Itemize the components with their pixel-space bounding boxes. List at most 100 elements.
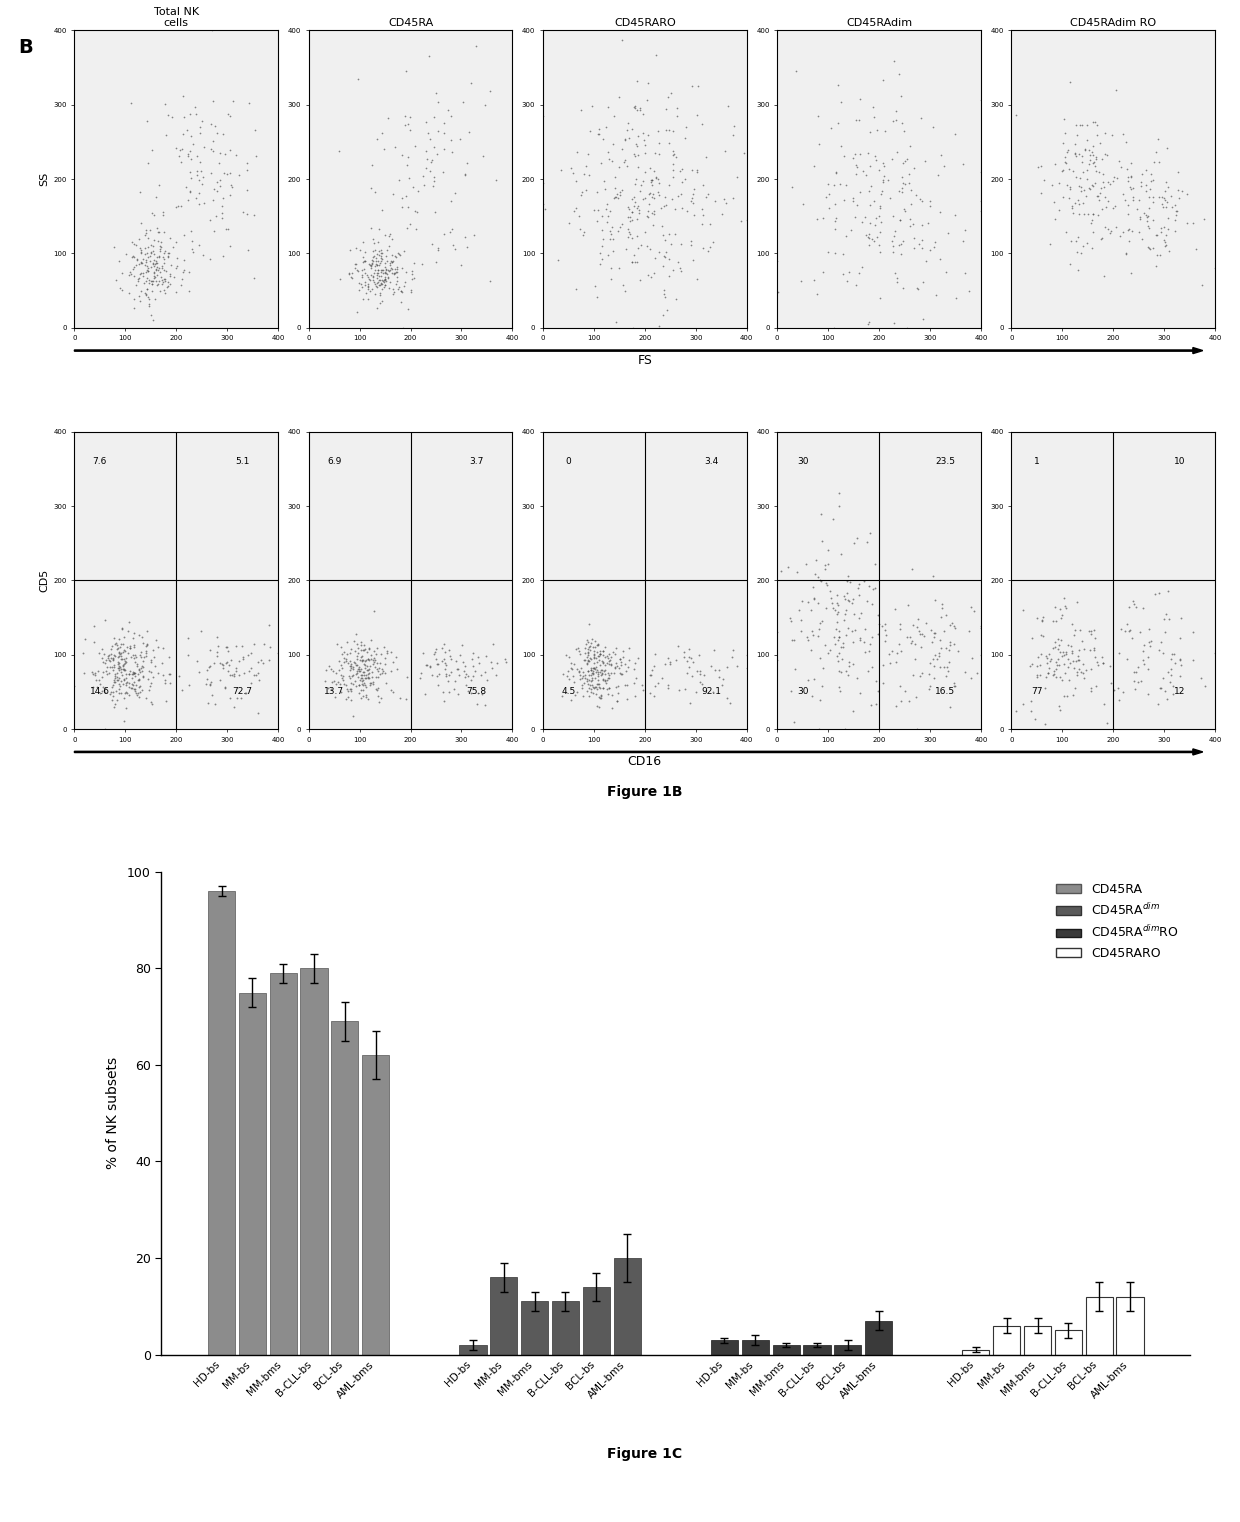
Point <box>434 647 454 671</box>
Point <box>190 116 210 140</box>
Point <box>425 641 445 665</box>
Point <box>495 647 515 671</box>
Point <box>471 664 491 688</box>
Point <box>124 635 144 659</box>
Point <box>153 636 172 661</box>
Text: 12: 12 <box>1174 688 1185 697</box>
Point <box>1099 189 1118 213</box>
Point <box>216 142 236 166</box>
Point <box>600 219 620 244</box>
Point <box>732 209 751 233</box>
Point <box>128 247 148 271</box>
Point <box>916 250 936 274</box>
Point <box>345 651 365 676</box>
Point <box>1133 647 1153 671</box>
Point <box>1092 196 1112 221</box>
Point <box>108 651 128 676</box>
Point <box>577 679 596 703</box>
Point <box>1135 201 1154 225</box>
Point <box>1156 195 1176 219</box>
Point <box>248 661 268 685</box>
Point <box>822 591 842 615</box>
Point <box>423 174 443 198</box>
Y-axis label: % of NK subsets: % of NK subsets <box>105 1058 120 1169</box>
Point <box>177 642 197 667</box>
Point <box>1078 231 1097 256</box>
Point <box>615 237 635 262</box>
Point <box>671 183 691 207</box>
Point <box>861 693 880 717</box>
Point <box>663 119 683 143</box>
Point <box>367 263 387 288</box>
Point <box>188 192 208 216</box>
Point <box>391 289 410 314</box>
Point <box>717 686 737 711</box>
Point <box>959 279 978 303</box>
Point <box>693 202 713 227</box>
Point <box>1123 661 1143 685</box>
Point <box>461 668 481 693</box>
Point <box>905 632 925 656</box>
Point <box>1140 216 1159 240</box>
Point <box>392 279 412 303</box>
Point <box>572 676 591 700</box>
Point <box>558 664 578 688</box>
Point <box>192 164 212 189</box>
Point <box>873 170 893 195</box>
Point <box>971 616 991 641</box>
Point <box>404 265 424 289</box>
Point <box>593 676 613 700</box>
Point <box>590 642 610 667</box>
Point <box>171 151 191 175</box>
Point <box>578 667 598 691</box>
Point <box>1066 164 1086 189</box>
Point <box>1133 595 1153 619</box>
Point <box>383 282 403 306</box>
Point <box>336 686 356 711</box>
Point <box>553 662 573 686</box>
Point <box>1143 209 1163 233</box>
Point <box>104 626 124 650</box>
Point <box>379 275 399 300</box>
Point <box>130 289 150 314</box>
Point <box>818 239 838 263</box>
Point <box>1127 654 1147 679</box>
Point <box>353 250 373 274</box>
Point <box>134 648 154 673</box>
Point <box>609 256 629 280</box>
Point <box>859 180 879 204</box>
Point <box>1076 658 1096 682</box>
Point <box>873 151 893 175</box>
Point <box>1194 207 1214 231</box>
Point <box>139 151 159 175</box>
Point <box>1143 236 1163 260</box>
Point <box>145 653 165 677</box>
Point <box>603 149 622 174</box>
Point <box>884 310 904 335</box>
Point <box>662 164 682 189</box>
Point <box>812 609 832 633</box>
Point <box>155 668 175 693</box>
Point <box>341 656 361 680</box>
Point <box>371 259 391 283</box>
Point <box>124 677 144 702</box>
Point <box>339 651 358 676</box>
Point <box>149 245 169 269</box>
Point <box>144 645 164 670</box>
Point <box>923 630 942 654</box>
Point <box>403 175 423 199</box>
Point <box>693 174 713 198</box>
Point <box>832 647 852 671</box>
Point <box>1109 688 1128 712</box>
Point <box>1084 143 1104 167</box>
Point <box>815 633 835 658</box>
Point <box>624 142 644 166</box>
Point <box>144 254 164 279</box>
Point <box>1158 578 1178 603</box>
Point <box>885 597 905 621</box>
Point <box>791 607 811 632</box>
Point <box>429 236 449 260</box>
Point <box>428 237 448 262</box>
Point <box>639 72 658 96</box>
Point <box>687 659 707 683</box>
